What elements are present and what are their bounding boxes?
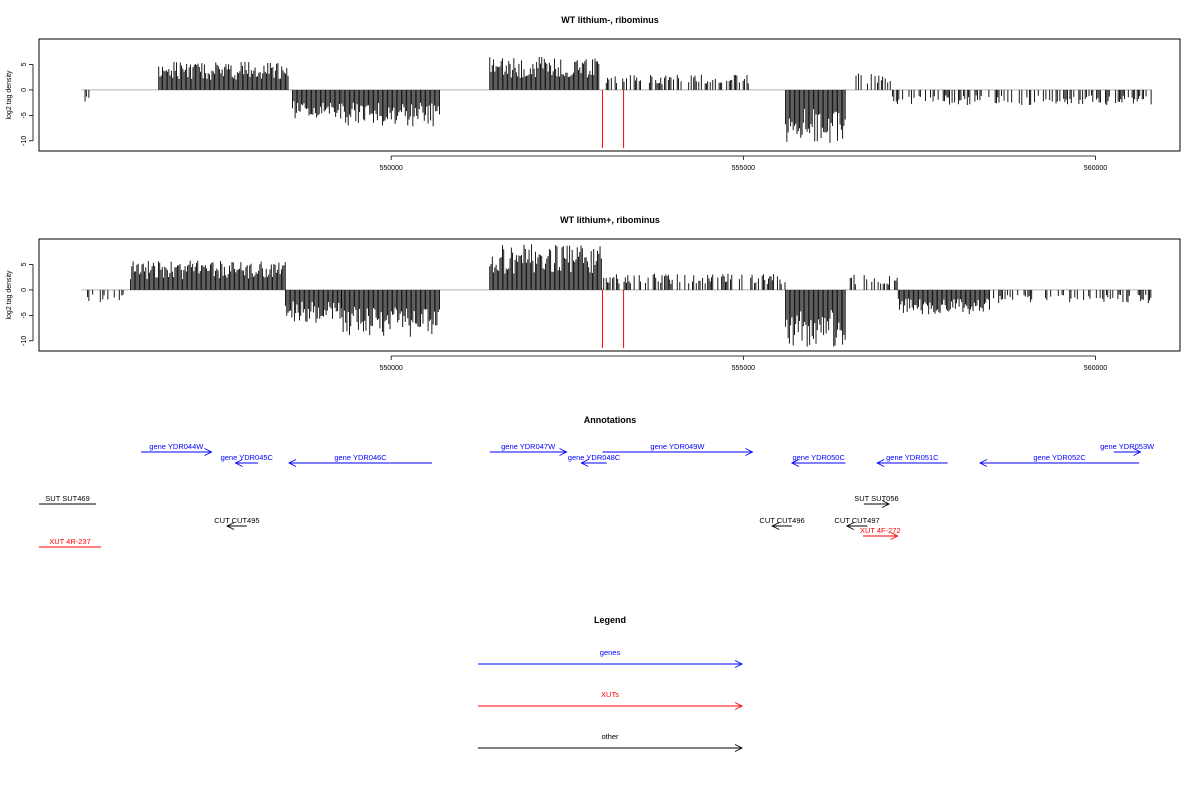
feature-label: gene YDR046C: [334, 453, 387, 462]
legend-item: XUTs: [478, 690, 744, 710]
x-tick-label: 550000: [379, 165, 402, 172]
y-tick-label: -5: [21, 312, 28, 318]
feature-label: CUT CUT497: [834, 516, 879, 525]
y-axis-label: log2 tag density: [6, 70, 13, 120]
panel-title: WT lithium-, ribominus: [561, 15, 659, 25]
annotation-feature: gene YDR048C: [568, 453, 621, 467]
axes: -10 -5 0 5 550000 555000 560000: [21, 262, 1107, 372]
arrow-head: [559, 448, 568, 456]
y-tick-label: -10: [21, 336, 28, 346]
legend-label: other: [601, 732, 619, 741]
legend-item: genes: [478, 648, 744, 668]
arrow-head: [876, 459, 885, 467]
plot-frame: [38, 238, 1181, 352]
feature-label: SUT SUT469: [45, 494, 89, 503]
y-tick-label: -10: [21, 136, 28, 146]
arrow-head: [890, 532, 899, 540]
legend-label: XUTs: [601, 690, 619, 699]
feature-label: CUT CUT495: [214, 516, 259, 525]
y-axis-label: log2 tag density: [6, 270, 13, 320]
arrow-head: [1133, 448, 1142, 456]
annotation-feature: gene YDR050C: [790, 453, 845, 467]
annotation-feature: XUT 4R-237: [39, 537, 101, 548]
x-tick-label: 560000: [1084, 365, 1107, 372]
annotation-feature: SUT SUT056: [854, 494, 899, 508]
feature-label: gene YDR047W: [501, 442, 556, 451]
feature-label: gene YDR052C: [1033, 453, 1086, 462]
annotation-features: gene YDR044W gene YDR045C gene YDR046C gene…: [39, 442, 1155, 548]
y-tick-label: 0: [21, 288, 28, 292]
feature-label: gene YDR053W: [1100, 442, 1155, 451]
arrow-head: [580, 459, 589, 467]
y-tick-label: 5: [21, 62, 28, 66]
x-tick-label: 555000: [732, 365, 755, 372]
arrow-head: [790, 459, 800, 467]
feature-label: gene YDR049W: [650, 442, 705, 451]
annotation-feature: gene YDR044W: [141, 442, 213, 456]
legend-title: Legend: [594, 615, 626, 625]
feature-label: gene YDR050C: [792, 453, 845, 462]
feature-label: XUT 4F-272: [860, 526, 901, 535]
arrow-head: [734, 660, 744, 668]
y-tick-label: 5: [21, 262, 28, 266]
arrow-head: [734, 744, 744, 752]
annotation-feature: gene YDR046C: [288, 453, 433, 467]
arrow-head: [734, 702, 744, 710]
arrow-head: [234, 459, 243, 467]
arrow-head: [226, 522, 235, 530]
arrow-head: [978, 459, 988, 467]
feature-label: CUT CUT496: [759, 516, 804, 525]
annotation-feature: gene YDR045C: [221, 453, 274, 467]
annotation-feature: gene YDR053W: [1100, 442, 1155, 456]
annotation-feature: CUT CUT497: [834, 516, 880, 530]
arrow-head: [845, 522, 855, 530]
legend-panel: Legend genes XUTs other: [478, 615, 744, 752]
annotation-feature: gene YDR051C: [876, 453, 948, 467]
feature-label: gene YDR051C: [886, 453, 939, 462]
legend-items: genes XUTs other: [478, 648, 744, 752]
annotation-feature: SUT SUT469: [39, 494, 97, 505]
feature-label: gene YDR048C: [568, 453, 621, 462]
annotation-feature: gene YDR052C: [978, 453, 1140, 467]
plot-frame: [38, 38, 1181, 152]
arrow-head: [288, 459, 297, 467]
feature-label: gene YDR045C: [221, 453, 274, 462]
track-panel-lithium-plus: WT lithium+, ribominus log2 tag density …: [6, 215, 1181, 372]
arrow-head: [771, 522, 780, 530]
annotation-feature: gene YDR049W: [602, 442, 754, 456]
annotations-title: Annotations: [584, 415, 637, 425]
arrow-head: [745, 448, 754, 456]
legend-item: other: [478, 732, 744, 752]
axes: -10 -5 0 5 550000 555000 560000: [21, 62, 1107, 172]
track-panel-lithium-minus: WT lithium-, ribominus log2 tag density …: [6, 15, 1181, 172]
coverage-bars: [81, 57, 1152, 148]
annotation-feature: CUT CUT495: [214, 516, 260, 530]
coverage-bars: [81, 244, 1152, 348]
y-tick-label: -5: [21, 112, 28, 118]
annotation-feature: gene YDR047W: [489, 442, 568, 456]
panel-title: WT lithium+, ribominus: [560, 215, 660, 225]
feature-label: SUT SUT056: [854, 494, 898, 503]
annotation-feature: CUT CUT496: [759, 516, 805, 530]
arrow-head: [881, 500, 891, 508]
arrow-head: [204, 448, 213, 456]
feature-label: XUT 4R-237: [49, 537, 91, 546]
feature-label: gene YDR044W: [149, 442, 204, 451]
x-tick-label: 555000: [732, 165, 755, 172]
x-tick-label: 550000: [379, 365, 402, 372]
x-tick-label: 560000: [1084, 165, 1107, 172]
y-tick-label: 0: [21, 88, 28, 92]
annotation-feature: XUT 4F-272: [860, 526, 901, 540]
legend-label: genes: [600, 648, 621, 657]
